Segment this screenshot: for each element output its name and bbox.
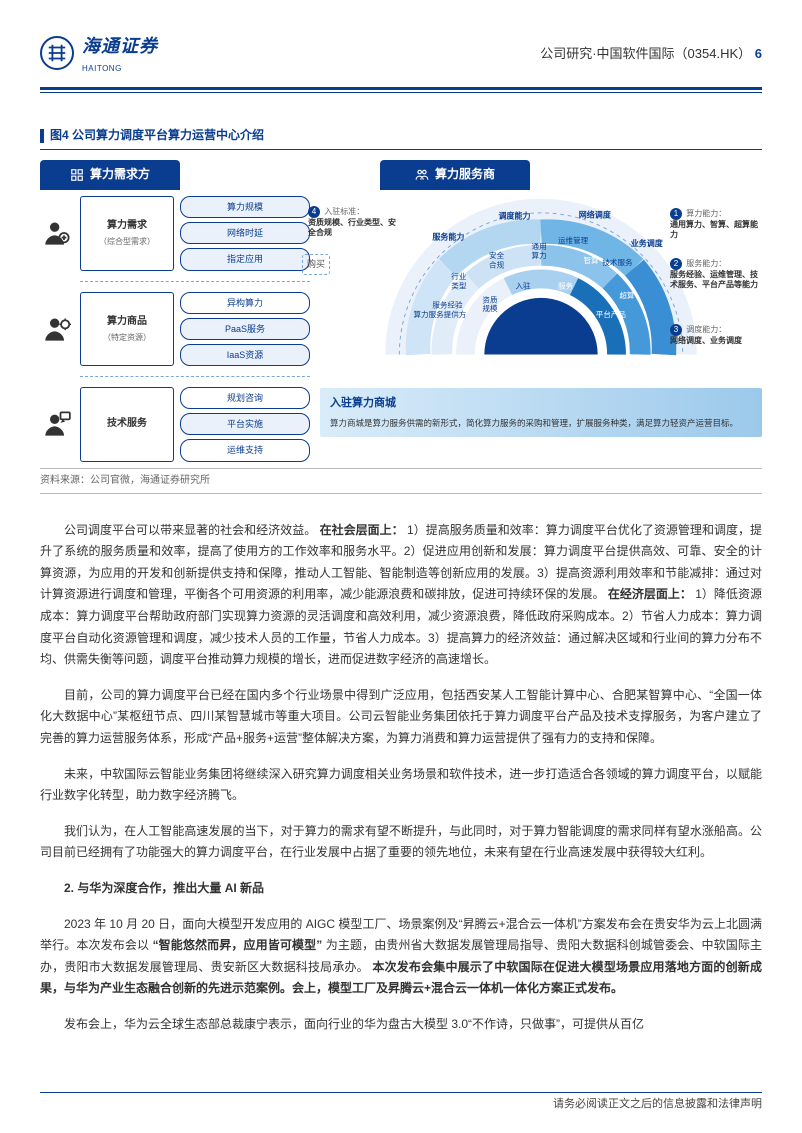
right-header-label: 算力服务商 <box>435 164 495 186</box>
caption-bar <box>40 129 44 143</box>
user-gear-icon <box>40 292 74 367</box>
logo-text-cn: 海通证券 <box>82 30 158 62</box>
callout-body: 通用算力、智算、超算能力 <box>670 220 758 239</box>
left-box-title-2: 技术服务 <box>83 415 171 433</box>
svg-text:服务能力: 服务能力 <box>432 231 464 241</box>
svg-text:技术服务: 技术服务 <box>602 257 633 267</box>
user-icon <box>40 196 74 271</box>
chips-2: 规划咨询 平台实施 运维支持 <box>180 387 310 462</box>
svg-text:运维管理: 运维管理 <box>558 235 589 245</box>
figure-caption: 图4 公司算力调度平台算力运营中心介绍 <box>50 125 264 147</box>
figure-box: 算力需求方 算力需求 （综合型需求） 算力规模 网络时延 指定应用 <box>40 150 762 461</box>
chip: 算力规模 <box>180 196 310 218</box>
divider <box>80 281 310 282</box>
svg-text:网络调度: 网络调度 <box>579 210 612 220</box>
callout-4: 4 入驻标准： 资质规模、行业类型、安全合规 <box>308 206 396 239</box>
page-header: 海通证券 HAITONG 公司研究·中国软件国际（0354.HK） 6 <box>40 30 762 83</box>
footer-text: 请务必阅读正文之后的信息披露和法律声明 <box>553 1095 762 1115</box>
chip: 平台实施 <box>180 413 310 435</box>
callout-1: 1 算力能力： 通用算力、智算、超算能力 <box>670 208 758 241</box>
figure-left-col: 算力需求方 算力需求 （综合型需求） 算力规模 网络时延 指定应用 <box>40 160 310 461</box>
chips-1: 异构算力 PaaS服务 IaaS资源 <box>180 292 310 367</box>
figure-source: 资料来源：公司官微，海通证券研究所 <box>40 468 762 494</box>
svg-text:规模: 规模 <box>482 303 498 313</box>
left-group-1: 算力商品 （特定资源） 异构算力 PaaS服务 IaaS资源 <box>40 292 310 367</box>
banner-title: 入驻算力商城 <box>330 394 752 414</box>
logo-icon <box>40 36 74 70</box>
divider <box>80 376 310 377</box>
banner: 入驻算力商城 算力商城是算力服务供需的新形式，简化算力服务的采购和管理，扩展服务… <box>320 388 762 437</box>
para-6: 发布会上，华为云全球生态部总裁康宁表示，面向行业的华为盘古大模型 3.0“不作诗… <box>40 1014 762 1036</box>
left-header-pill: 算力需求方 <box>40 160 180 190</box>
left-box-2: 技术服务 <box>80 387 174 462</box>
callout-3: 3 调度能力： 网络调度、业务调度 <box>670 324 758 346</box>
header-right: 公司研究·中国软件国际（0354.HK） 6 <box>540 42 762 65</box>
svg-text:业务调度: 业务调度 <box>631 238 664 248</box>
svg-text:超算: 超算 <box>619 290 635 300</box>
left-group-2: 技术服务 规划咨询 平台实施 运维支持 <box>40 387 310 462</box>
left-box-sub-1: （特定资源） <box>83 331 171 345</box>
chip: 网络时延 <box>180 222 310 244</box>
chip: PaaS服务 <box>180 318 310 340</box>
svg-text:入驻: 入驻 <box>516 280 532 290</box>
svg-text:安全: 安全 <box>489 250 505 260</box>
chips-0: 算力规模 网络时延 指定应用 <box>180 196 310 271</box>
figure-right-col: 算力服务商 购买 <box>320 160 762 461</box>
left-group-0: 算力需求 （综合型需求） 算力规模 网络时延 指定应用 <box>40 196 310 271</box>
para-3: 未来，中软国际云智能业务集团将继续深入研究算力调度相关业务场景和软件技术，进一步… <box>40 764 762 807</box>
svg-text:服务经验: 服务经验 <box>432 299 463 309</box>
left-box-title-0: 算力需求 <box>83 217 171 235</box>
figure-caption-row: 图4 公司算力调度平台算力运营中心介绍 <box>40 125 762 151</box>
section-heading: 2. 与华为深度合作，推出大量 AI 新品 <box>40 878 762 900</box>
para-1: 公司调度平台可以带来显著的社会和经济效益。 在社会层面上： 1）提高服务质量和效… <box>40 520 762 671</box>
arc-label: 算力服务提供方 <box>414 309 467 319</box>
callout-num: 1 <box>670 208 682 220</box>
left-box-1: 算力商品 （特定资源） <box>80 292 174 367</box>
doc-path: 公司研究·中国软件国际（0354.HK） <box>540 46 751 61</box>
logo-text-en: HAITONG <box>82 62 158 76</box>
svg-text:服务: 服务 <box>558 280 574 290</box>
chip: IaaS资源 <box>180 344 310 366</box>
svg-text:智算: 智算 <box>584 255 600 265</box>
para-5: 2023 年 10 月 20 日，面向大模型开发应用的 AIGC 模型工厂、场景… <box>40 914 762 1000</box>
svg-text:通用: 通用 <box>532 241 547 251</box>
chip: 规划咨询 <box>180 387 310 409</box>
callout-title: 算力能力： <box>686 209 726 218</box>
chip: 指定应用 <box>180 248 310 270</box>
left-box-0: 算力需求 （综合型需求） <box>80 196 174 271</box>
banner-sub: 算力商城是算力服务供需的新形式，简化算力服务的采购和管理，扩展服务种类，满足算力… <box>330 416 752 431</box>
para-2: 目前，公司的算力调度平台已经在国内多个行业场景中得到广泛应用，包括西安某人工智能… <box>40 685 762 750</box>
right-header-pill: 算力服务商 <box>380 160 530 190</box>
callout-2: 2 服务能力： 服务经验、运维管理、技术服务、平台产品等能力 <box>670 258 758 291</box>
svg-text:平台产品: 平台产品 <box>596 309 626 319</box>
body-text: 公司调度平台可以带来显著的社会和经济效益。 在社会层面上： 1）提高服务质量和效… <box>40 520 762 1036</box>
left-box-title-1: 算力商品 <box>83 313 171 331</box>
left-header-label: 算力需求方 <box>90 164 150 186</box>
footer-rule <box>40 1092 762 1093</box>
chip: 运维支持 <box>180 439 310 461</box>
svg-text:合规: 合规 <box>489 260 505 270</box>
svg-text:资质: 资质 <box>482 295 498 305</box>
user-chat-icon <box>40 387 74 462</box>
semicircle-diagram: 算力服务提供方 行业类型 安全合规 通用算力 智算 超算 服务能力 调度能力 网… <box>320 194 762 384</box>
page-number: 6 <box>755 46 762 61</box>
svg-text:调度能力: 调度能力 <box>499 211 531 221</box>
chip: 异构算力 <box>180 292 310 314</box>
logo: 海通证券 HAITONG <box>40 30 158 77</box>
left-box-sub-0: （综合型需求） <box>83 235 171 249</box>
svg-text:行业: 行业 <box>451 271 467 281</box>
header-rule <box>40 87 762 99</box>
svg-text:算力: 算力 <box>532 250 547 260</box>
para-4: 我们认为，在人工智能高速发展的当下，对于算力的需求有望不断提升，与此同时，对于算… <box>40 821 762 864</box>
svg-text:类型: 类型 <box>451 280 467 290</box>
